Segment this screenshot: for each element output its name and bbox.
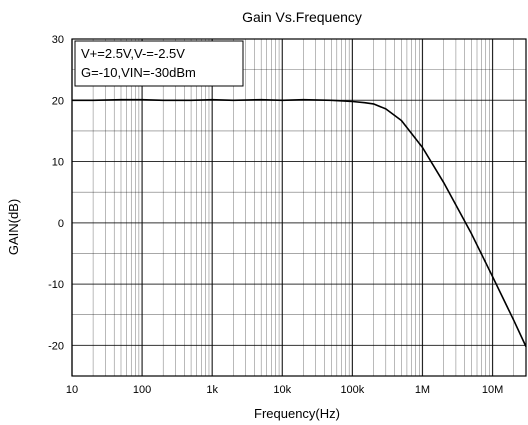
x-tick-label: 1k bbox=[206, 384, 218, 396]
y-tick-label: -20 bbox=[48, 340, 64, 352]
y-tick-label: 20 bbox=[52, 95, 64, 107]
gain-curve-series-0 bbox=[72, 98, 527, 347]
x-tick-label: 10M bbox=[482, 384, 503, 396]
x-tick-label: 100 bbox=[133, 384, 151, 396]
chart-title: Gain Vs.Frequency bbox=[242, 9, 362, 25]
x-tick-label: 1M bbox=[415, 384, 430, 396]
plot-area bbox=[72, 98, 527, 347]
x-axis-label: Frequency(Hz) bbox=[254, 406, 340, 421]
annotation-line: V+=2.5V,V-=-2.5V bbox=[81, 46, 185, 61]
y-tick-label: 30 bbox=[52, 34, 64, 46]
plot-frame bbox=[71, 38, 527, 377]
annotation-box: V+=2.5V,V-=-2.5V G=-10,VIN=-30dBm bbox=[74, 40, 244, 87]
x-tick-label: 10k bbox=[273, 384, 291, 396]
y-tick-label: 10 bbox=[52, 157, 64, 169]
annotation-frame bbox=[74, 40, 244, 87]
y-tick-label: -10 bbox=[48, 279, 64, 291]
annotation-line: G=-10,VIN=-30dBm bbox=[81, 65, 196, 80]
y-axis-label: GAIN(dB) bbox=[6, 199, 21, 255]
y-tick-label: 0 bbox=[58, 218, 64, 230]
grid-lines bbox=[71, 38, 527, 377]
x-tick-label: 100k bbox=[340, 384, 364, 396]
x-tick-label: 10 bbox=[66, 384, 78, 396]
